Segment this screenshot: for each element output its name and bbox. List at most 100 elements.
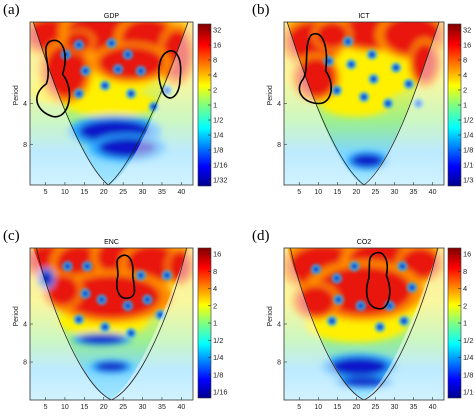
x-tick-label: 30 <box>139 189 147 196</box>
heatmap-cell <box>369 51 375 58</box>
cone-of-influence-line <box>286 22 440 185</box>
heatmap-cell <box>401 318 407 324</box>
y-tick-label: 4 <box>277 322 281 329</box>
colorbar-tick-label: 1/16 <box>213 161 228 170</box>
heatmap-cell <box>320 90 392 117</box>
heatmap-cell <box>108 40 115 46</box>
heatmap-cell <box>157 312 164 318</box>
heatmap-cell <box>345 38 351 45</box>
heatmap-cell <box>168 251 192 282</box>
x-tick-label: 15 <box>333 404 341 411</box>
panel-title: ICT <box>358 13 370 20</box>
cone-of-influence-line <box>32 22 189 185</box>
cone-of-influence-line <box>290 248 438 400</box>
x-tick-label: 30 <box>391 189 399 196</box>
x-tick-label: 10 <box>61 404 69 411</box>
colorbar-tick-label: 2 <box>463 86 467 95</box>
heatmap-cell <box>76 90 82 97</box>
heatmap-cell <box>76 316 82 323</box>
wavelet-panel-gdp: GDP(a)Period 485 10 15 20 25 30 35 40321684211/2… <box>3 2 228 196</box>
colorbar-tick-label: 1/16 <box>463 388 474 397</box>
colorbar-tick-label: 8 <box>463 267 467 276</box>
colorbar-tick-label: 2 <box>213 86 217 95</box>
panel-title: GDP <box>104 13 120 20</box>
colorbar-tick-label: 1/32 <box>463 176 474 185</box>
colorbar-tick-label: 1/16 <box>463 161 474 170</box>
heatmap-cell <box>330 357 389 376</box>
colorbar-tick-label: 8 <box>213 56 217 65</box>
heatmap-cell <box>95 362 128 372</box>
heatmap-cell <box>351 154 384 168</box>
x-tick-label: 10 <box>61 189 69 196</box>
colorbar-tick-label: 1/2 <box>213 116 223 125</box>
colorbar-tick-label: 1 <box>463 101 467 110</box>
x-tick-label: 25 <box>372 189 380 196</box>
colorbar-tick-label: 1/4 <box>213 131 223 140</box>
x-tick-label: 20 <box>352 189 360 196</box>
heatmap-cell <box>415 100 422 107</box>
x-tick-label: 25 <box>119 189 127 196</box>
heatmap-cell <box>144 296 151 303</box>
x-tick-label: 40 <box>177 404 185 411</box>
colorbar-tick-label: 1 <box>463 319 467 328</box>
x-tick-label: 20 <box>352 404 360 411</box>
heatmap-cell <box>115 66 121 73</box>
heatmap-cell <box>102 82 108 89</box>
heatmap-cell <box>76 42 82 48</box>
panel-label: (d) <box>252 228 270 244</box>
colorbar-tick-label: 32 <box>213 26 221 35</box>
colorbar-tick-label: 1/4 <box>213 353 223 362</box>
heatmap-cell <box>98 137 158 158</box>
colorbar-tick-label: 1/2 <box>463 116 473 125</box>
y-axis-label: Period <box>13 306 20 326</box>
y-axis-label: Period <box>267 85 274 105</box>
cone-of-influence-line <box>36 248 187 400</box>
colorbar-tick-label: 16 <box>213 41 221 50</box>
colorbar-tick-label: 16 <box>463 41 471 50</box>
wavelet-panel-enc: ENC(c)Period 485 10 15 20 25 30 35 401684211/21/… <box>3 228 228 411</box>
heatmap-cell <box>164 87 170 94</box>
y-tick-label: 4 <box>23 322 27 329</box>
x-tick-label: 5 <box>44 189 48 196</box>
y-tick-label: 4 <box>23 101 27 108</box>
colorbar-tick-label: 1/4 <box>463 353 473 362</box>
colorbar-tick-label: 1/8 <box>463 146 473 155</box>
x-tick-label: 15 <box>80 404 88 411</box>
colorbar-tick-label: 8 <box>463 56 467 65</box>
heatmap-area <box>30 22 193 185</box>
y-tick-label: 8 <box>277 142 281 149</box>
x-tick-label: 35 <box>158 404 166 411</box>
heatmap-cell <box>62 275 161 318</box>
x-tick-label: 10 <box>314 189 322 196</box>
heatmap-cell <box>138 272 144 279</box>
colorbar-tick-label: 1 <box>213 101 217 110</box>
heatmap-cell <box>98 296 105 303</box>
colorbar-tick-label: 4 <box>213 71 217 80</box>
colorbar-tick-label: 1/16 <box>213 388 228 397</box>
heatmap-cell <box>102 324 108 330</box>
colorbar-tick-label: 1/8 <box>213 370 223 379</box>
colorbar-tick-label: 1 <box>213 319 217 328</box>
heatmap-cell <box>164 272 170 279</box>
heatmap-area <box>284 248 444 400</box>
colorbar-tick-label: 1/2 <box>213 336 223 345</box>
colorbar-tick-label: 8 <box>213 267 217 276</box>
colorbar-tick-label: 4 <box>213 284 217 293</box>
heatmap-cell <box>128 330 134 336</box>
x-tick-label: 40 <box>177 189 185 196</box>
x-tick-label: 35 <box>410 189 418 196</box>
heatmap-cell <box>409 284 415 291</box>
colorbar-tick-label: 16 <box>463 250 471 259</box>
heatmap-cell <box>313 266 319 273</box>
colorbar-tick-label: 1/32 <box>213 176 228 185</box>
cone-of-influence-shade <box>30 22 193 185</box>
heatmap-cell <box>341 377 387 387</box>
x-tick-label: 30 <box>391 404 399 411</box>
x-tick-label: 30 <box>139 404 147 411</box>
significance-contour <box>116 254 136 300</box>
y-tick-label: 8 <box>23 360 27 367</box>
heatmap-cell <box>125 302 131 309</box>
x-tick-label: 15 <box>333 189 341 196</box>
panel-label: (c) <box>3 228 20 244</box>
